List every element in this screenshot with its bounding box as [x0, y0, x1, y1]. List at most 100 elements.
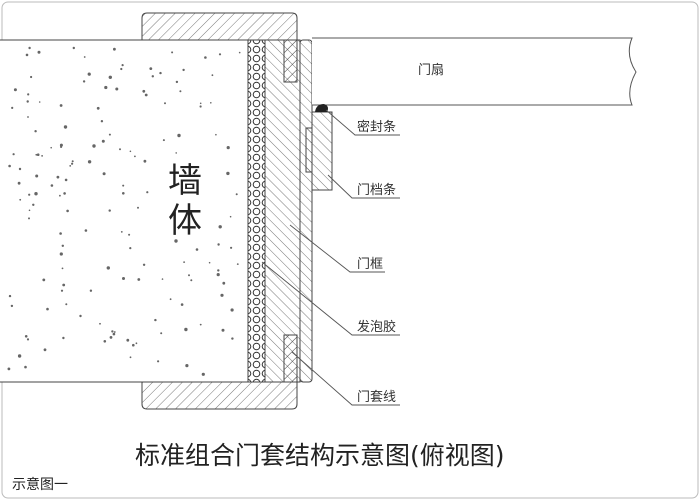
concrete-speckle: [160, 332, 163, 335]
concrete-speckle: [120, 67, 123, 71]
concrete-speckle: [215, 133, 217, 136]
concrete-speckle: [229, 215, 232, 218]
concrete-speckle: [59, 252, 63, 256]
concrete-speckle: [28, 193, 31, 196]
concrete-speckle: [28, 209, 31, 212]
label-seal-strip: 密封条: [357, 119, 396, 135]
concrete-speckle: [238, 51, 241, 54]
seal-strip: [315, 104, 328, 112]
concrete-speckle: [119, 148, 121, 151]
concrete-speckle: [177, 133, 181, 138]
concrete-speckle: [8, 164, 11, 168]
concrete-speckle: [161, 278, 164, 280]
concrete-speckle: [17, 354, 22, 358]
concrete-speckle: [27, 93, 30, 96]
concrete-speckle: [96, 106, 100, 110]
concrete-speckle: [175, 80, 179, 84]
concrete-speckle: [43, 348, 47, 352]
concrete-speckle: [122, 192, 125, 195]
concrete-speckle: [184, 327, 188, 332]
concrete-speckle: [204, 56, 207, 59]
casing-bottom: [141, 334, 298, 410]
concrete-speckle: [13, 88, 17, 92]
concrete-speckle: [28, 46, 31, 50]
diagram-title: 标准组合门套结构示意图(俯视图): [135, 441, 505, 470]
concrete-speckle: [210, 102, 212, 104]
concrete-speckle: [18, 167, 22, 171]
concrete-speckle: [84, 229, 88, 232]
concrete-speckle: [103, 340, 107, 343]
casing-top: [141, 12, 298, 83]
concrete-speckle: [62, 283, 66, 287]
concrete-speckle: [217, 243, 220, 246]
concrete-speckle: [32, 203, 35, 206]
concrete-speckle: [8, 294, 12, 298]
concrete-speckle: [128, 233, 131, 236]
concrete-speckle: [218, 225, 222, 229]
concrete-speckle: [154, 318, 157, 322]
concrete-speckle: [28, 217, 30, 220]
concrete-speckle: [102, 172, 106, 176]
concrete-speckle: [230, 246, 233, 249]
concrete-speckle: [175, 152, 177, 154]
concrete-speckle: [63, 125, 68, 129]
concrete-speckle: [50, 146, 52, 149]
concrete-speckle: [199, 323, 202, 326]
leader-lines: [261, 109, 400, 406]
wall-label-2: 体: [168, 201, 202, 241]
concrete-speckle: [157, 360, 160, 363]
concrete-speckle: [83, 56, 86, 58]
concrete-speckle: [122, 184, 125, 187]
concrete-speckle: [26, 338, 30, 341]
concrete-speckle: [108, 133, 111, 136]
concrete-speckle: [162, 139, 165, 142]
concrete-speckle: [195, 248, 199, 251]
label-door-frame: 门框: [357, 257, 383, 272]
concrete-speckle: [171, 51, 174, 54]
concrete-speckle: [46, 307, 49, 311]
concrete-speckle: [99, 322, 101, 325]
concrete-speckle: [111, 330, 114, 333]
concrete-speckle: [36, 153, 40, 156]
concrete-speckle: [65, 303, 68, 306]
concrete-speckle: [35, 174, 39, 178]
concrete-speckle: [230, 308, 234, 312]
concrete-speckle: [112, 332, 116, 336]
concrete-speckle: [129, 150, 132, 153]
concrete-speckle: [143, 159, 147, 163]
concrete-speckle: [179, 90, 182, 93]
concrete-speckle: [25, 53, 29, 57]
concrete-speckle: [164, 102, 166, 105]
label-door-stop: 门档条: [357, 182, 396, 198]
concrete-speckle: [199, 102, 202, 105]
concrete-speckle: [199, 105, 202, 108]
concrete-speckle: [151, 75, 154, 78]
concrete-speckle: [129, 356, 132, 359]
concrete-speckle: [30, 75, 33, 79]
concrete-speckle: [38, 101, 41, 103]
concrete-speckle: [100, 120, 104, 123]
concrete-speckle: [108, 75, 113, 80]
diagram-caption: 示意图一: [12, 476, 68, 493]
concrete-speckle: [174, 239, 178, 243]
label-door-leaf: 门扇: [418, 62, 444, 78]
concrete-speckle: [50, 184, 54, 187]
concrete-speckle: [59, 194, 61, 197]
concrete-speckle: [142, 263, 146, 266]
concrete-speckle: [89, 289, 93, 292]
concrete-speckle: [104, 85, 108, 90]
concrete-speckle: [26, 100, 29, 103]
concrete-speckle: [121, 64, 124, 67]
concrete-speckle: [7, 367, 11, 371]
concrete-speckle: [37, 50, 41, 54]
concrete-speckle: [56, 175, 60, 179]
concrete-speckle: [87, 160, 92, 164]
concrete-speckle: [82, 80, 86, 83]
concrete-speckle: [120, 231, 123, 233]
concrete-speckle: [109, 336, 113, 339]
concrete-speckle: [142, 89, 146, 93]
concrete-speckle: [60, 145, 63, 148]
concrete-speckle: [185, 364, 189, 368]
concrete-speckle: [72, 46, 76, 50]
